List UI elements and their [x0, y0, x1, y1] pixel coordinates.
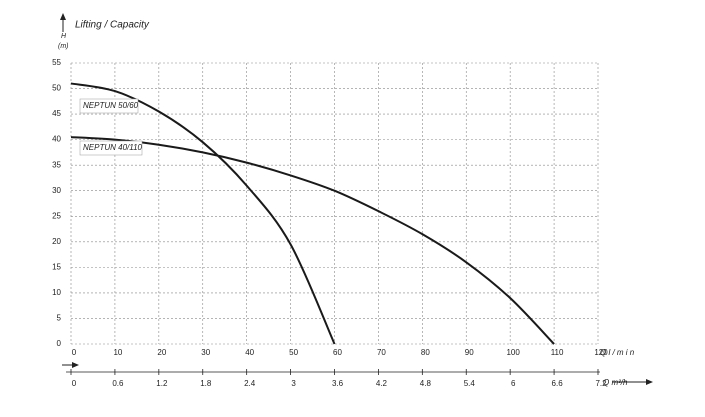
y-tick-label: 20	[52, 237, 61, 246]
series-label: NEPTUN 50/60	[83, 101, 139, 110]
x-tick-label: 70	[377, 348, 386, 357]
y-tick-label: 10	[52, 288, 61, 297]
y-tick-label: 45	[52, 109, 61, 118]
x-tick-label: 120	[594, 348, 608, 357]
x-tick-label: 110	[551, 348, 564, 357]
x-tick-label: 10	[113, 348, 122, 357]
x2-tick-label: 5.4	[464, 379, 476, 388]
y-tick-label: 40	[52, 135, 61, 144]
y-label: H	[61, 33, 67, 40]
x2-tick-label: 3	[291, 379, 296, 388]
x-tick-label: 80	[421, 348, 430, 357]
x2-tick-label: 7.2	[595, 379, 607, 388]
x2-tick-label: 0	[72, 379, 77, 388]
x-tick-label: 60	[333, 348, 342, 357]
x2-label: Q m³/h	[603, 378, 628, 387]
curve	[70, 82, 336, 345]
x-tick-label: 50	[289, 348, 298, 357]
x2-tick-label: 1.2	[156, 379, 168, 388]
y-tick-label: 35	[52, 160, 61, 169]
y-tick-label: 30	[52, 186, 61, 195]
x2-tick-label: 6	[511, 379, 516, 388]
series-label-box	[79, 98, 139, 114]
y-tick-label: 25	[52, 211, 61, 220]
y-tick-label: 5	[57, 314, 62, 323]
x2-tick-label: 4.8	[420, 379, 432, 388]
x-tick-label: 0	[72, 348, 77, 357]
x-tick-label: 90	[465, 348, 474, 357]
x2-tick-label: 2.4	[244, 379, 256, 388]
y-tick-label: 50	[52, 84, 61, 93]
y-unit: (m)	[58, 43, 69, 50]
curve	[70, 136, 555, 345]
x-label: Q l / m i n	[600, 348, 635, 357]
x2-tick-label: 3.6	[332, 379, 344, 388]
x2-tick-label: 1.8	[200, 379, 212, 388]
chart-title: Lifting / Capacity	[75, 20, 150, 31]
x2-tick-label: 4.2	[376, 379, 388, 388]
y-tick-label: 55	[52, 58, 61, 67]
x-tick-label: 40	[245, 348, 254, 357]
series-label-box	[79, 140, 143, 156]
y-tick-label: 15	[52, 262, 61, 271]
x2-tick-label: 6.6	[552, 379, 564, 388]
x2-tick-label: 0.6	[112, 379, 124, 388]
series-label: NEPTUN 40/110	[83, 143, 143, 152]
x-tick-label: 100	[506, 348, 520, 357]
x-tick-label: 30	[201, 348, 210, 357]
y-tick-label: 0	[57, 339, 62, 348]
x-tick-label: 20	[157, 348, 166, 357]
